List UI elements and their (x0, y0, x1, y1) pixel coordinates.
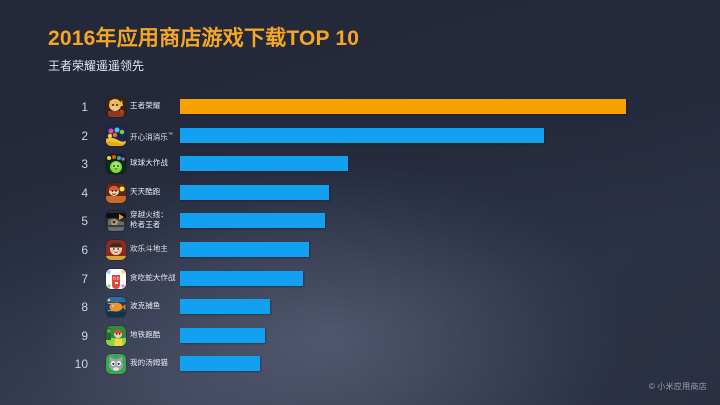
page-subtitle: 王者荣耀遥遥领先 (48, 59, 145, 73)
app-name-label: 开心消消乐™ (130, 125, 180, 143)
bar-track (180, 241, 680, 257)
ranking-row[interactable]: 8 波克捕鱼 (0, 296, 720, 325)
ranking-row[interactable]: 10 我的汤姆猫 (0, 353, 720, 382)
download-bar[interactable] (180, 184, 329, 200)
bar-track (180, 99, 680, 114)
ranking-row[interactable]: 4 天天酷跑 (0, 182, 720, 211)
rank-number: 9 (81, 328, 88, 343)
download-bar[interactable] (180, 299, 270, 315)
app-name-line-2: 枪者王者 (130, 220, 161, 230)
game-icon-talking-tom[interactable] (106, 354, 126, 375)
app-name-label: 波克捕鱼 (130, 296, 180, 311)
rank-number: 3 (81, 157, 88, 172)
download-bar[interactable] (180, 241, 309, 257)
ranking-row[interactable]: 2 开心消消乐™ (0, 125, 720, 154)
app-name-label: 王者荣耀 (130, 96, 180, 111)
rank-number: 2 (81, 128, 88, 143)
bar-track (180, 299, 680, 315)
game-icon-snake-battle[interactable] (106, 268, 126, 289)
app-name-line-1: 天天酷跑 (130, 186, 161, 196)
download-bar[interactable] (180, 270, 303, 286)
download-bar[interactable] (180, 356, 260, 372)
app-name-label: 天天酷跑 (130, 182, 180, 197)
trademark-mark: ™ (168, 131, 174, 138)
app-name-label: 贪吃蛇大作战 (130, 268, 180, 283)
game-icon-crossfire[interactable] (106, 211, 126, 232)
game-icon-poker-fishing[interactable] (106, 297, 126, 318)
app-name-label: 欢乐斗地主 (130, 239, 180, 254)
app-name-line-1: 欢乐斗地主 (130, 243, 168, 253)
download-bar[interactable] (180, 327, 265, 343)
rank-number: 7 (81, 271, 88, 286)
bar-track (180, 156, 680, 172)
rank-number: 8 (81, 300, 88, 315)
rank-number: 6 (81, 242, 88, 257)
app-name-label: 球球大作战 (130, 153, 180, 168)
bar-track (180, 356, 680, 372)
game-icon-battle-of-balls[interactable] (106, 154, 126, 175)
app-name-label: 我的汤姆猫 (130, 353, 180, 368)
download-bar[interactable] (180, 213, 325, 229)
ranking-row[interactable]: 9 地铁跑酷 (0, 325, 720, 354)
download-bar[interactable] (180, 99, 626, 114)
app-name-line-1: 开心消消乐™ (130, 131, 174, 142)
app-name-line-1: 王者荣耀 (130, 101, 161, 110)
app-name-line-1: 贪吃蛇大作战 (130, 272, 176, 282)
rank-number: 1 (81, 100, 88, 114)
copyright-icon: © (648, 382, 656, 391)
chart-header: 2016年应用商店游戏下载TOP 10 王者荣耀遥遥领先 (48, 26, 359, 74)
app-name-label: 穿越火线： 枪者王者 (130, 210, 180, 230)
app-name-line-1: 地铁跑酷 (130, 329, 161, 339)
watermark: © 小米应用商店 (649, 381, 707, 392)
rank-number: 4 (81, 185, 88, 200)
ranking-row[interactable]: 3 球球大作战 (0, 153, 720, 182)
app-name-line-1: 我的汤姆猫 (130, 358, 168, 368)
download-bar[interactable] (180, 127, 544, 143)
app-name-line-1: 球球大作战 (130, 158, 168, 168)
game-icon-honor-of-kings[interactable] (106, 97, 126, 117)
ranking-row[interactable]: 5 穿越火线： 枪者王者 (0, 210, 720, 239)
game-icon-doudizhu[interactable] (106, 239, 126, 260)
rank-number: 5 (81, 214, 88, 229)
app-name-label: 地铁跑酷 (130, 325, 180, 340)
bar-track (180, 213, 680, 229)
game-icon-happy-match[interactable] (106, 125, 126, 146)
bar-track (180, 327, 680, 343)
ranking-row[interactable]: 6 欢乐斗地主 (0, 239, 720, 268)
rank-number: 10 (74, 357, 88, 372)
page-title: 2016年应用商店游戏下载TOP 10 (48, 27, 360, 50)
ranking-list: 1 王者荣耀 2 开心消消乐™ 3 球球大作战 4 天天酷跑 5 穿越火线： 枪者王者 6 欢乐斗地主 7… (0, 96, 720, 382)
game-icon-subway-surfers[interactable] (106, 325, 126, 346)
watermark-label: 小米应用商店 (657, 382, 707, 391)
ranking-row[interactable]: 7 贪吃蛇大作战 (0, 268, 720, 297)
bar-track (180, 270, 680, 286)
ranking-row[interactable]: 1 王者荣耀 (0, 96, 720, 125)
app-name-line-1: 穿越火线： (130, 210, 168, 220)
game-icon-daily-run[interactable] (106, 182, 126, 203)
bar-track (180, 184, 680, 200)
download-bar[interactable] (180, 156, 348, 172)
bar-track (180, 127, 680, 143)
app-name-line-1: 波克捕鱼 (130, 301, 161, 311)
